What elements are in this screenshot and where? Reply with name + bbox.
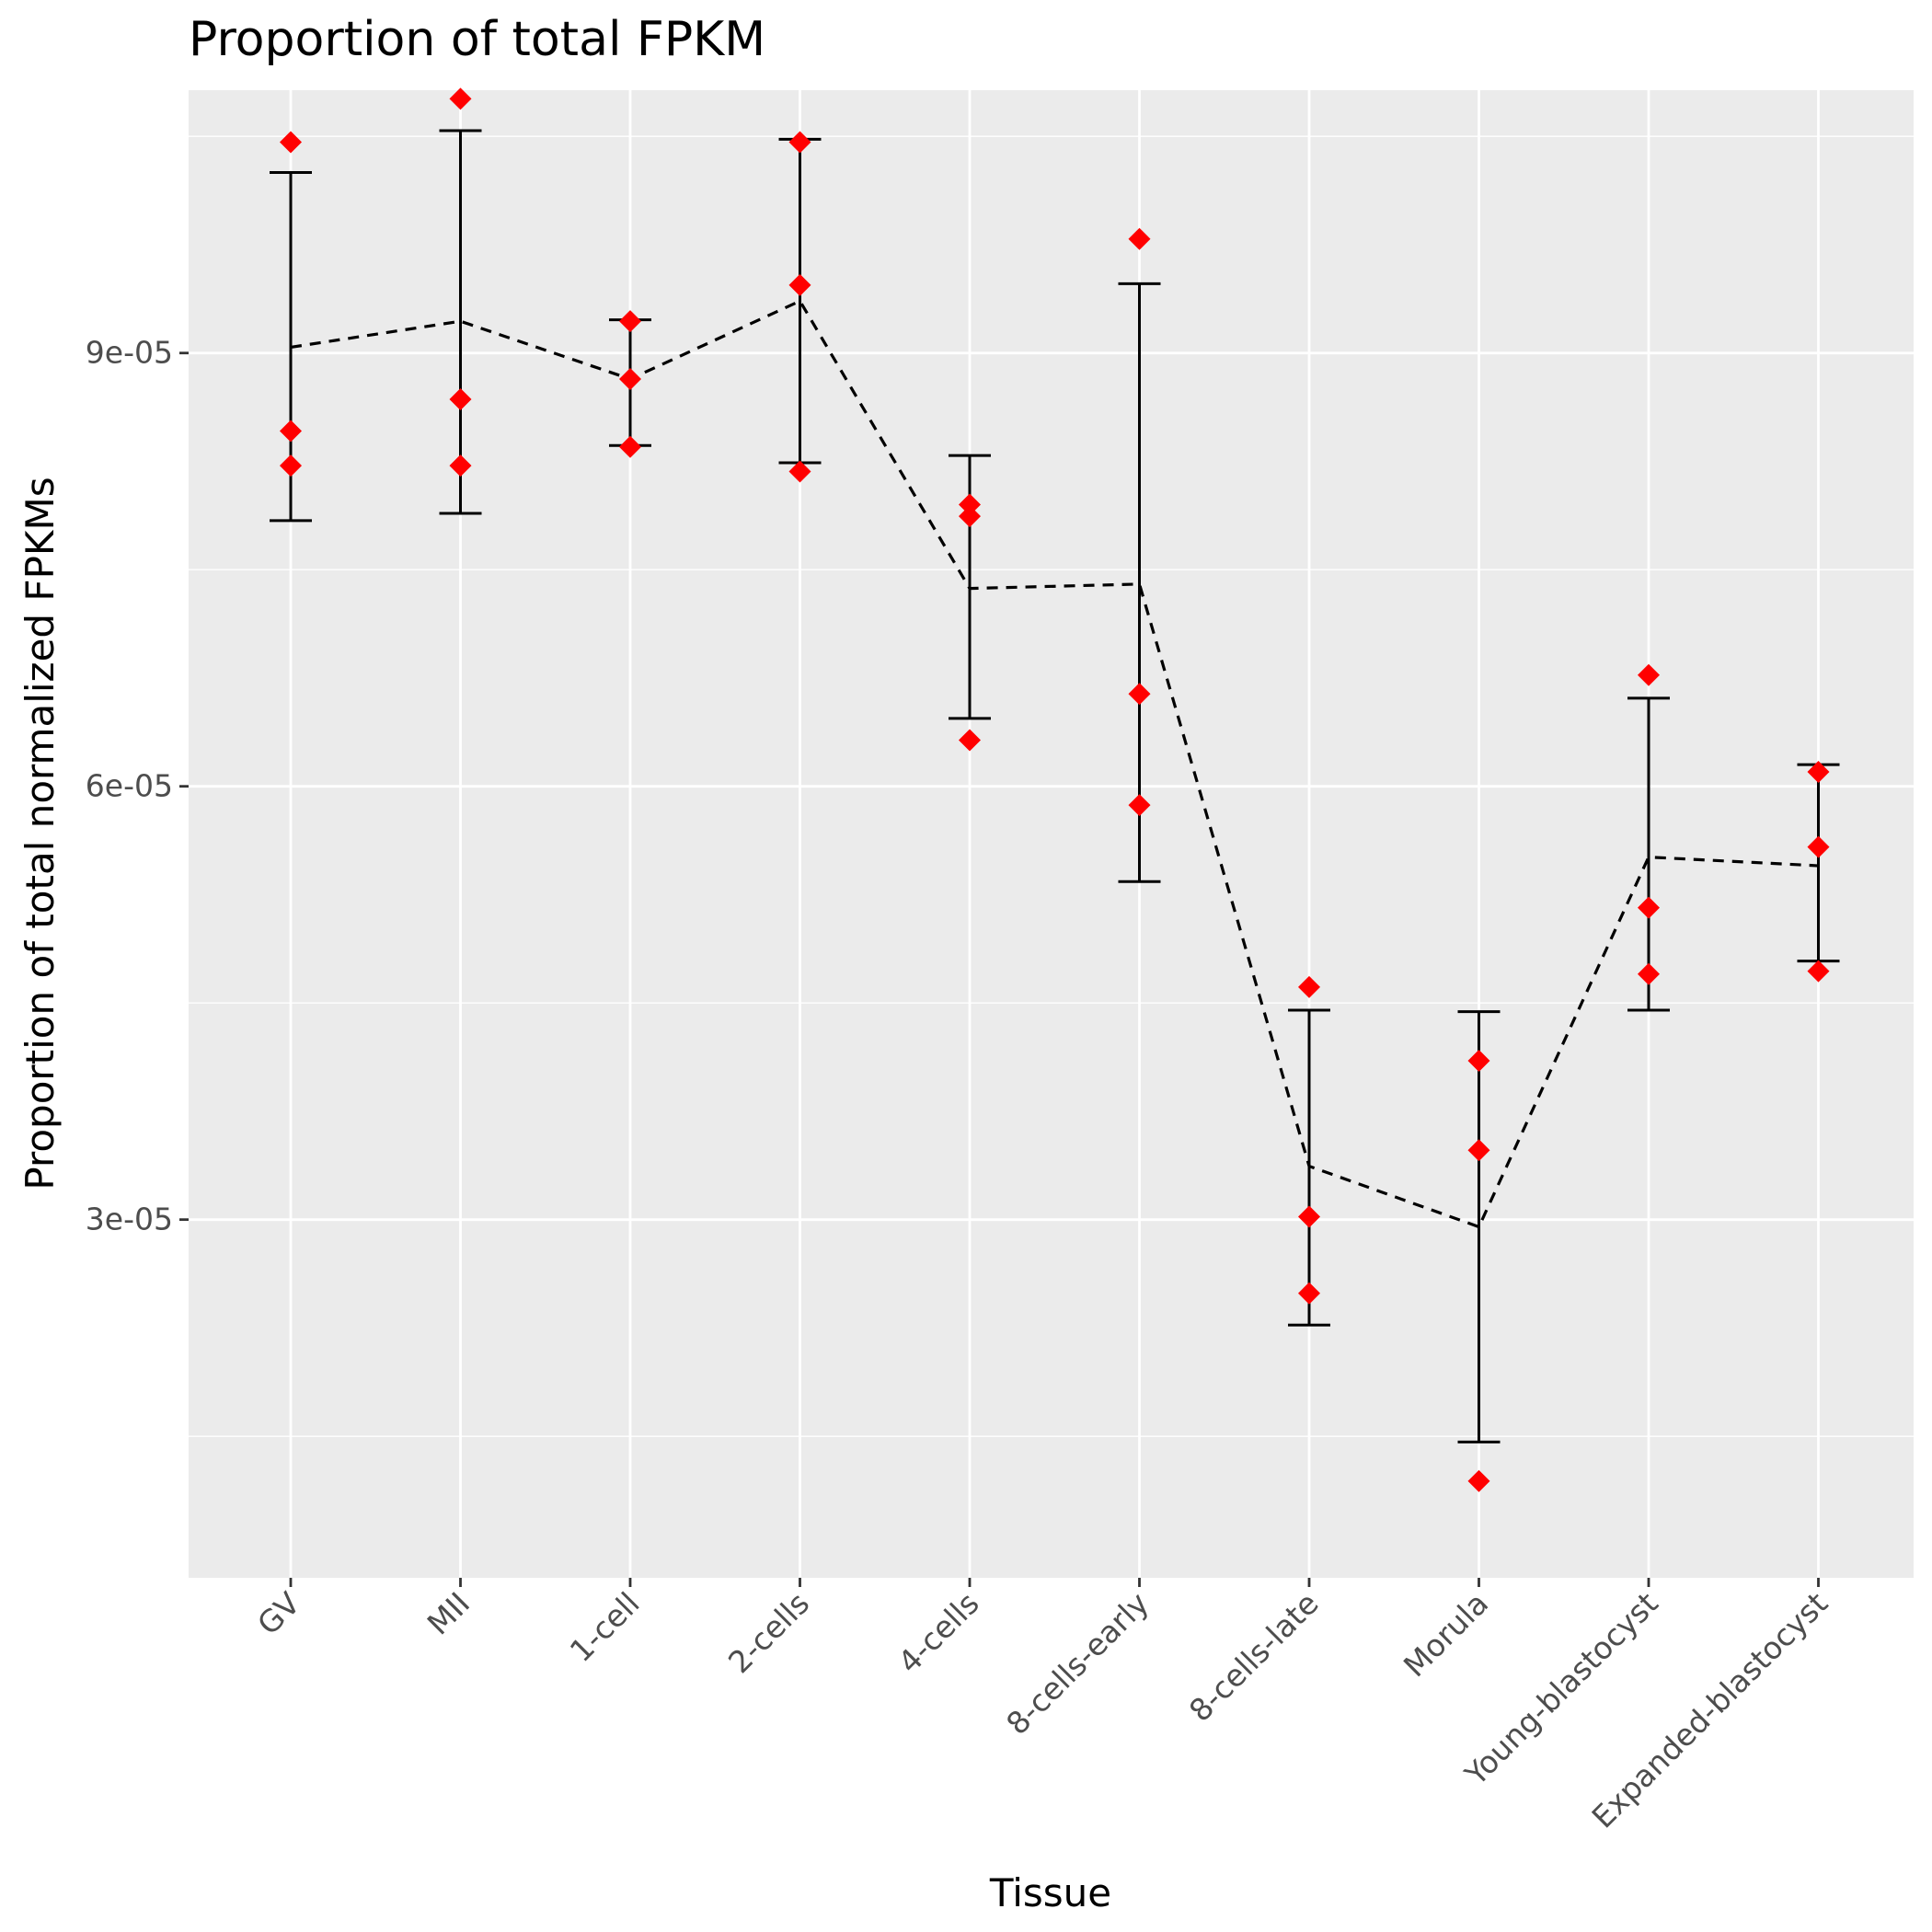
data-point bbox=[788, 460, 811, 483]
error-bar bbox=[1627, 696, 1670, 1012]
plot-panel bbox=[189, 90, 1914, 1578]
data-point bbox=[788, 131, 811, 154]
data-point bbox=[1638, 962, 1660, 985]
mean-line-layer bbox=[290, 299, 1819, 1229]
data-point bbox=[1128, 227, 1151, 250]
x-tick-label: Morula bbox=[1397, 1585, 1495, 1684]
x-tick-label: 2-cells bbox=[721, 1585, 816, 1680]
data-point bbox=[1638, 896, 1660, 919]
y-tick-label: 6e-05 bbox=[86, 768, 173, 804]
data-point bbox=[788, 273, 811, 296]
error-bar bbox=[1118, 282, 1161, 883]
data-point bbox=[619, 435, 641, 458]
x-tick-label: 8-cells-late bbox=[1182, 1585, 1326, 1729]
data-point bbox=[1128, 683, 1151, 706]
y-tick-label: 3e-05 bbox=[86, 1202, 173, 1237]
x-axis-title: Tissue bbox=[989, 1870, 1111, 1915]
data-point bbox=[619, 367, 641, 390]
error-bar bbox=[439, 129, 482, 515]
error-bar bbox=[1288, 1008, 1330, 1327]
data-point bbox=[449, 387, 472, 410]
data-points bbox=[280, 87, 1830, 1492]
y-tick-label: 9e-05 bbox=[86, 335, 173, 371]
data-point bbox=[1298, 975, 1320, 998]
x-tick-label: 4-cells bbox=[891, 1585, 985, 1680]
data-point bbox=[1807, 960, 1830, 983]
data-point bbox=[449, 87, 472, 110]
data-point bbox=[959, 729, 981, 752]
data-point bbox=[280, 131, 302, 154]
data-point bbox=[1807, 760, 1830, 783]
data-point bbox=[1128, 794, 1151, 817]
mean-line bbox=[290, 299, 1819, 1229]
data-point bbox=[1467, 1049, 1490, 1072]
data-point bbox=[449, 454, 472, 477]
x-tick-label: GV bbox=[250, 1585, 307, 1642]
data-point bbox=[280, 454, 302, 477]
data-point bbox=[959, 493, 981, 516]
data-point bbox=[1467, 1469, 1490, 1492]
x-tick-label: MII bbox=[420, 1585, 477, 1641]
data-point bbox=[1807, 835, 1830, 858]
y-axis-title: Proportion of total normalized FPKMs bbox=[17, 477, 63, 1190]
x-tick-label: 8-cells-early bbox=[999, 1585, 1156, 1742]
data-point bbox=[1638, 663, 1660, 686]
data-point bbox=[280, 420, 302, 443]
data-point bbox=[959, 505, 981, 528]
data-point bbox=[1467, 1139, 1490, 1162]
data-point bbox=[1298, 1205, 1320, 1228]
data-point bbox=[619, 310, 641, 333]
chart-title: Proportion of total FPKM bbox=[189, 12, 765, 67]
data-point bbox=[1298, 1282, 1320, 1305]
x-tick-label: 1-cell bbox=[563, 1585, 647, 1669]
error-bar bbox=[1457, 1010, 1501, 1443]
